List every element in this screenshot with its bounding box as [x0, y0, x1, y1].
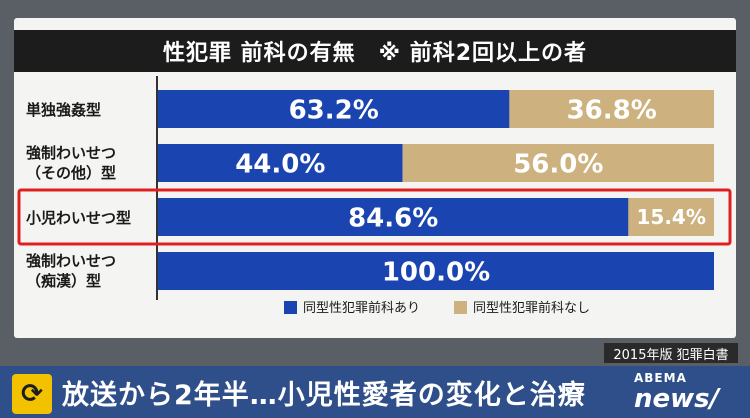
highlight-box — [17, 188, 732, 246]
bar-segment — [158, 252, 714, 290]
title-background — [14, 30, 736, 72]
data-label: 36.8% — [567, 95, 657, 125]
category-label: 強制わいせつ — [26, 144, 116, 162]
legend-swatch — [454, 301, 467, 314]
category-label: 単独強姦型 — [26, 101, 101, 119]
legend-swatch — [284, 301, 297, 314]
data-label: 44.0% — [235, 149, 325, 179]
data-label: 84.6% — [348, 203, 438, 233]
legend-label: 同型性犯罪前科なし — [473, 300, 590, 316]
stacked-bar-chart: 単独強姦型 63.2% 36.8% 強制わいせつ （その他）型 44.0% 56.0% 小児わ… — [17, 76, 732, 316]
category-label: （その他）型 — [26, 164, 116, 182]
category-label: 強制わいせつ — [26, 252, 116, 270]
category-label: （痴漢）型 — [26, 272, 101, 290]
data-label: 56.0% — [513, 149, 603, 179]
refresh-icon: ⟳ — [12, 374, 52, 414]
bar-segment — [509, 90, 714, 128]
ticker-headline: 放送から2年半…小児性愛者の変化と治療 — [62, 379, 586, 411]
bar-segment — [628, 198, 714, 236]
bar-segment — [158, 144, 403, 182]
chart-title: 性犯罪 前科の有無 ※ 前科2回以上の者 — [162, 41, 587, 66]
bar-segment — [158, 198, 629, 236]
chart-board: 性犯罪 前科の有無 ※ 前科2回以上の者 単独強姦型 63.2% 36.8% 強制わい… — [14, 18, 736, 338]
news-ticker — [0, 366, 750, 418]
category-label: 小児わいせつ型 — [26, 209, 131, 227]
abema-news-logo: ABEMA news/ — [634, 371, 720, 414]
data-label: 100.0% — [382, 257, 490, 287]
data-label: 63.2% — [289, 95, 379, 125]
bar-segment — [402, 144, 714, 182]
data-label: 15.4% — [636, 205, 705, 229]
bar-segment — [158, 90, 510, 128]
source-caption: 2015年版 犯罪白書 — [604, 343, 738, 363]
legend-label: 同型性犯罪前科あり — [303, 300, 420, 316]
